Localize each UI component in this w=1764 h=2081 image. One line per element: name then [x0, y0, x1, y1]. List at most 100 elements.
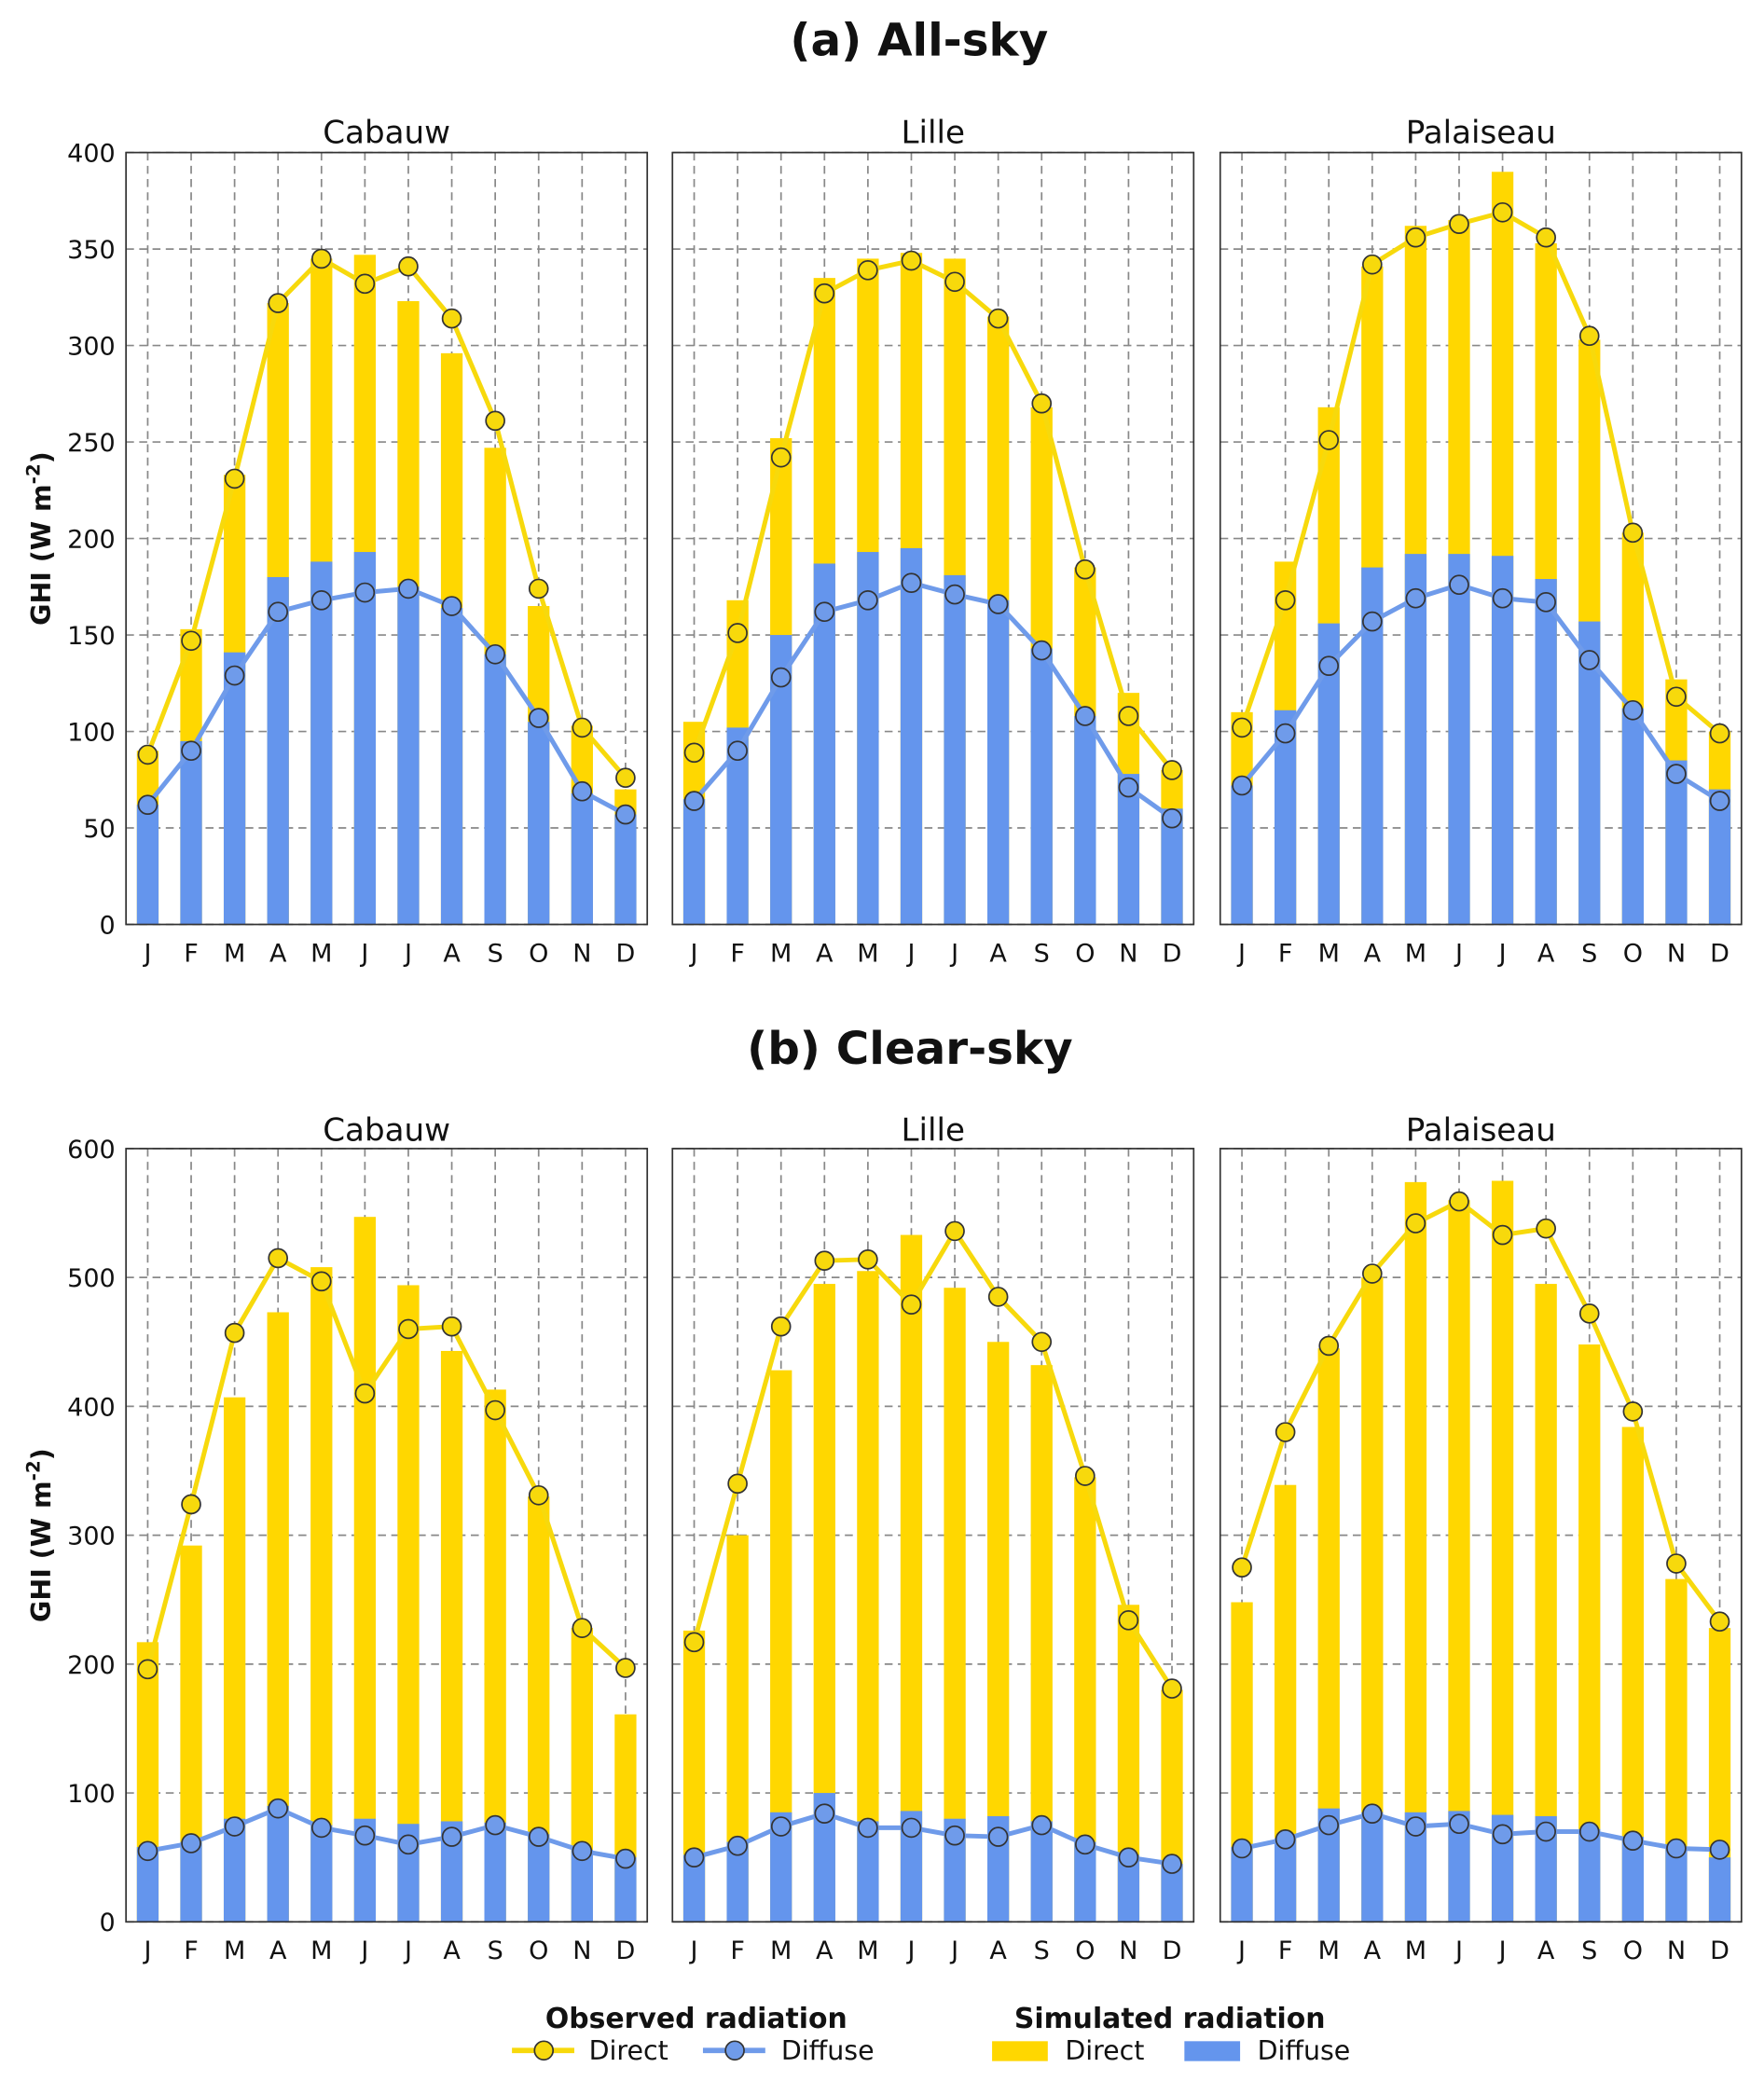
bar-simulated-diffuse: [614, 1857, 637, 1923]
bar-simulated-diffuse: [1161, 1864, 1183, 1923]
axes-frame: [125, 1148, 649, 1923]
marker-observed-diffuse: [1162, 1854, 1182, 1874]
marker-observed-direct: [987, 308, 1009, 329]
axes-frame: [671, 151, 1195, 926]
x-tick-label: F: [184, 1936, 199, 1965]
x-tick-label: J: [689, 1936, 698, 1965]
marker-observed-diffuse: [615, 1848, 636, 1869]
marker-observed-diffuse: [310, 1817, 332, 1839]
bar-simulated-diffuse: [857, 1821, 879, 1923]
legend-observed-diffuse-marker: [724, 2040, 745, 2061]
line-observed-direct: [692, 1228, 1175, 1690]
bar-simulated-diffuse: [1578, 621, 1601, 925]
line-observed-diffuse: [147, 1806, 627, 1862]
bar-simulated-direct: [310, 1267, 333, 1923]
line-observed-diffuse: [693, 1811, 1173, 1867]
marker-observed-diffuse: [1709, 791, 1730, 811]
line-observed-direct: [1239, 210, 1722, 736]
bar-simulated-diffuse: [484, 1822, 506, 1923]
x-tick-label: S: [1581, 939, 1597, 968]
legend-observed-title: Observed radiation: [545, 2003, 848, 2035]
x-tick-label: M: [1318, 1936, 1340, 1965]
marker-observed-diffuse: [1492, 1824, 1513, 1845]
x-tick-label: O: [1623, 1936, 1643, 1965]
x-tick-label: F: [184, 939, 199, 968]
marker-observed-diffuse: [528, 1826, 549, 1847]
line-observed-diffuse: [1240, 582, 1721, 804]
line-observed-diffuse: [692, 580, 1174, 820]
bar-simulated-diffuse: [813, 1793, 835, 1923]
bar-simulated-diffuse: [900, 1811, 923, 1923]
bar-simulated-diffuse: [484, 654, 506, 925]
x-tick-label: M: [857, 1936, 878, 1965]
marker-observed-diffuse: [1318, 655, 1340, 676]
marker-observed-direct: [441, 1316, 462, 1337]
x-tick-label: F: [1278, 939, 1293, 968]
x-tick-label: F: [1278, 1936, 1293, 1965]
marker-observed-direct: [181, 630, 201, 652]
bar-simulated-direct: [1274, 1484, 1297, 1923]
marker-observed-direct: [1232, 1557, 1252, 1578]
marker-observed-direct: [1318, 430, 1340, 450]
y-tick-label: 250: [67, 429, 116, 458]
x-tick-label: J: [359, 1936, 368, 1965]
bar-simulated-diffuse: [944, 574, 966, 925]
marker-observed-diffuse: [944, 584, 965, 605]
bar-simulated-diffuse: [1404, 554, 1427, 925]
marker-observed-diffuse: [814, 1803, 835, 1824]
x-tick-label: J: [905, 1936, 915, 1965]
bar-simulated-direct: [987, 1342, 1010, 1923]
legend-simulated-diffuse-label: Diffuse: [1258, 2035, 1351, 2066]
x-tick-label: A: [443, 1936, 461, 1965]
marker-observed-direct: [224, 1322, 245, 1344]
axes-frame: [671, 1148, 1195, 1923]
marker-observed-direct: [441, 308, 462, 329]
marker-observed-diffuse: [1275, 723, 1296, 744]
bar-simulated-direct: [353, 1217, 377, 1923]
bar-simulated-diffuse: [1117, 1854, 1140, 1923]
x-tick-label: N: [1667, 939, 1686, 968]
axes-frame: [1219, 1148, 1743, 1923]
bar-simulated-diffuse: [1491, 556, 1514, 925]
marker-observed-direct: [1578, 325, 1600, 347]
x-tick-label: A: [816, 1936, 834, 1965]
marker-observed-diffuse: [901, 1817, 922, 1839]
bar-simulated-diffuse: [857, 552, 879, 925]
marker-observed-direct: [310, 1271, 332, 1292]
marker-observed-direct: [1536, 1218, 1556, 1239]
y-tick-label: 350: [67, 236, 116, 265]
marker-observed-diffuse: [1492, 587, 1513, 609]
y-tick-label: 100: [67, 719, 116, 748]
bar-simulated-direct: [484, 1389, 506, 1923]
marker-observed-diffuse: [137, 794, 158, 816]
bar-simulated-diffuse: [1535, 579, 1557, 925]
axes-frame: [125, 151, 649, 926]
bar-simulated-diffuse: [987, 599, 1010, 925]
bar-simulated-direct: [1074, 1477, 1096, 1923]
marker-observed-direct: [137, 1659, 158, 1680]
marker-observed-direct: [354, 273, 376, 295]
marker-observed-diffuse: [1318, 1814, 1340, 1836]
x-tick-label: D: [1710, 1936, 1730, 1965]
x-tick-label: A: [269, 1936, 287, 1965]
marker-observed-diffuse: [987, 1826, 1009, 1847]
marker-observed-direct: [1118, 1610, 1139, 1631]
legend: Observed radiation Simulated radiation D…: [512, 2003, 1350, 2066]
y-tick-label: 400: [67, 1393, 116, 1422]
panel-title: Lille: [902, 115, 965, 152]
y-tick-label: 0: [100, 1909, 116, 1937]
bar-simulated-diffuse: [614, 814, 637, 925]
y-tick-label: 100: [67, 1780, 116, 1809]
marker-observed-direct: [1075, 558, 1096, 580]
bar-simulated-diffuse: [528, 1834, 550, 1923]
marker-observed-direct: [1162, 760, 1182, 780]
marker-observed-direct: [901, 250, 922, 271]
marker-observed-diffuse: [485, 1814, 505, 1836]
y-axis-label-text: GHI (W m: [26, 1481, 57, 1622]
x-tick-label: M: [1405, 1936, 1426, 1965]
x-tick-label: J: [1236, 1936, 1246, 1965]
